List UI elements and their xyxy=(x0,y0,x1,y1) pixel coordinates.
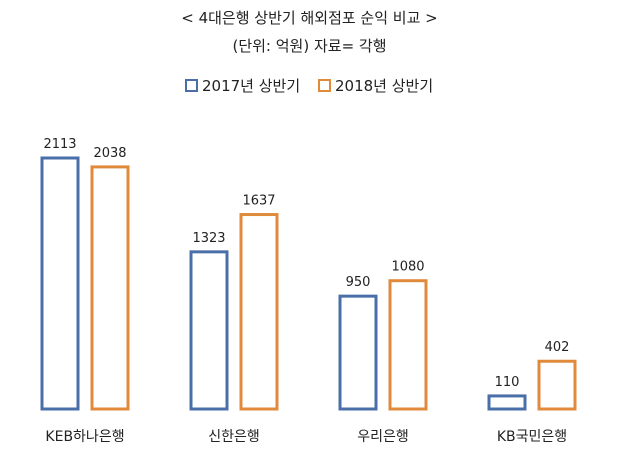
data-label-2018-0: 2038 xyxy=(93,146,126,161)
data-label-2017-3: 110 xyxy=(495,375,520,390)
data-label-2017-2: 950 xyxy=(346,275,371,290)
legend-item-2018: 2018년 상반기 xyxy=(318,74,433,96)
bar-2017-0 xyxy=(40,156,80,411)
category-label-2: 우리은행 xyxy=(357,429,409,445)
legend-swatch-2017 xyxy=(185,78,198,92)
legend-label-2017: 2017년 상반기 xyxy=(202,76,301,95)
category-label-0: KEB하나은행 xyxy=(45,429,124,445)
bar-2018-0 xyxy=(90,165,130,411)
data-label-2018-2: 1080 xyxy=(391,260,424,275)
bar-2017-2 xyxy=(338,294,378,411)
data-label-2017-1: 1323 xyxy=(192,231,225,246)
chart-title: < 4대은행 상반기 해외점포 순익 비교 > xyxy=(181,9,438,27)
bar-2018-1 xyxy=(239,213,279,411)
category-label-3: KB국민은행 xyxy=(497,429,567,445)
bar-2017-1 xyxy=(189,250,229,411)
bar-2017-3 xyxy=(487,394,527,411)
category-label-1: 신한은행 xyxy=(208,429,260,445)
legend-swatch-2018 xyxy=(318,78,331,92)
data-label-2018-1: 1637 xyxy=(242,194,275,209)
chart-subtitle: (단위: 억원) 자료= 각행 xyxy=(232,37,387,55)
bar-2018-2 xyxy=(388,279,428,411)
data-label-2018-3: 402 xyxy=(545,340,570,355)
legend-item-2017: 2017년 상반기 xyxy=(185,74,300,96)
data-label-2017-0: 2113 xyxy=(43,137,76,152)
legend-label-2018: 2018년 상반기 xyxy=(335,76,434,95)
chart-legend: 2017년 상반기 2018년 상반기 xyxy=(0,74,619,96)
bar-2018-3 xyxy=(537,359,577,411)
